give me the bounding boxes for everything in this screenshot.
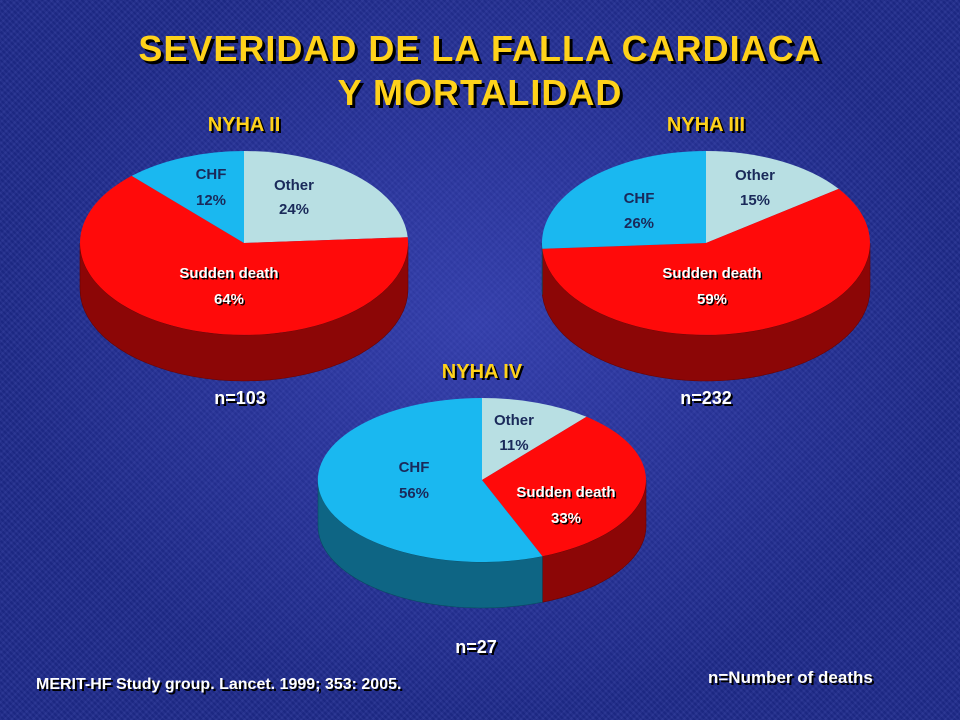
slice-label-other: Other	[274, 177, 314, 194]
slice-label-shadow: Sudden death	[518, 486, 617, 503]
slice-label-shadow: 64%	[215, 293, 245, 310]
slice-value-other: 15%	[740, 192, 770, 209]
slice-value-sudden-death: 64%	[214, 291, 244, 308]
pie-slice-chf	[317, 397, 543, 562]
pie-slice-sudden-death	[542, 188, 870, 335]
slice-label-shadow: 59%	[698, 293, 728, 310]
pie-slice-sudden-death	[80, 175, 409, 335]
slice-label-shadow: Sudden death	[181, 267, 280, 284]
chart-title: NYHA IV	[442, 361, 523, 383]
sample-size-label: n=103	[214, 388, 266, 408]
slice-value-chf: 12%	[196, 192, 226, 209]
slice-label-other: Other	[735, 167, 775, 184]
sample-size-shadow: n=103	[216, 390, 268, 410]
sample-size-label: n=27	[455, 637, 497, 657]
pie-slice-other	[244, 151, 408, 243]
pie-slice-other	[706, 151, 839, 243]
sample-size-label: n=232	[680, 388, 732, 408]
slice-value-chf: 56%	[399, 485, 429, 502]
chart-title-shadow: NYHA II	[210, 116, 283, 138]
slice-value-sudden-death: 59%	[697, 291, 727, 308]
slice-label-chf: CHF	[399, 459, 430, 476]
slice-label-sudden-death: Sudden death	[179, 265, 278, 282]
pie-slice-chf	[541, 150, 706, 249]
slice-value-sudden-death: 33%	[551, 510, 581, 527]
slice-label-sudden-death: Sudden death	[516, 484, 615, 501]
pie-slice-other	[482, 398, 587, 480]
slice-label-shadow: 33%	[552, 512, 582, 529]
slice-value-other: 11%	[499, 437, 528, 454]
footnote: n=Number of deaths	[708, 668, 873, 687]
slice-label-other: Other	[494, 412, 534, 429]
page-title-line-2: Y MORTALIDAD	[337, 72, 623, 113]
chart-title-shadow: NYHA IV	[444, 363, 525, 385]
sample-size-shadow: n=232	[682, 390, 734, 410]
slice-label-shadow: Sudden death	[664, 267, 763, 284]
chart-title-shadow: NYHA III	[669, 116, 747, 138]
slice-label-sudden-death: Sudden death	[662, 265, 761, 282]
sample-size-shadow: n=27	[457, 639, 499, 659]
page-title-line-1: SEVERIDAD DE LA FALLA CARDIACA	[138, 28, 822, 69]
slice-value-chf: 26%	[624, 215, 654, 232]
slice-label-chf: CHF	[624, 190, 655, 207]
slice-label-chf: CHF	[196, 166, 227, 183]
pie-slice-chf	[131, 150, 244, 243]
pie-slice-sudden-death	[482, 416, 646, 557]
slice-value-other: 24%	[279, 201, 309, 218]
citation: MERIT-HF Study group. Lancet. 1999; 353:…	[36, 676, 402, 693]
chart-title: NYHA II	[208, 114, 281, 136]
chart-title: NYHA III	[667, 114, 745, 136]
